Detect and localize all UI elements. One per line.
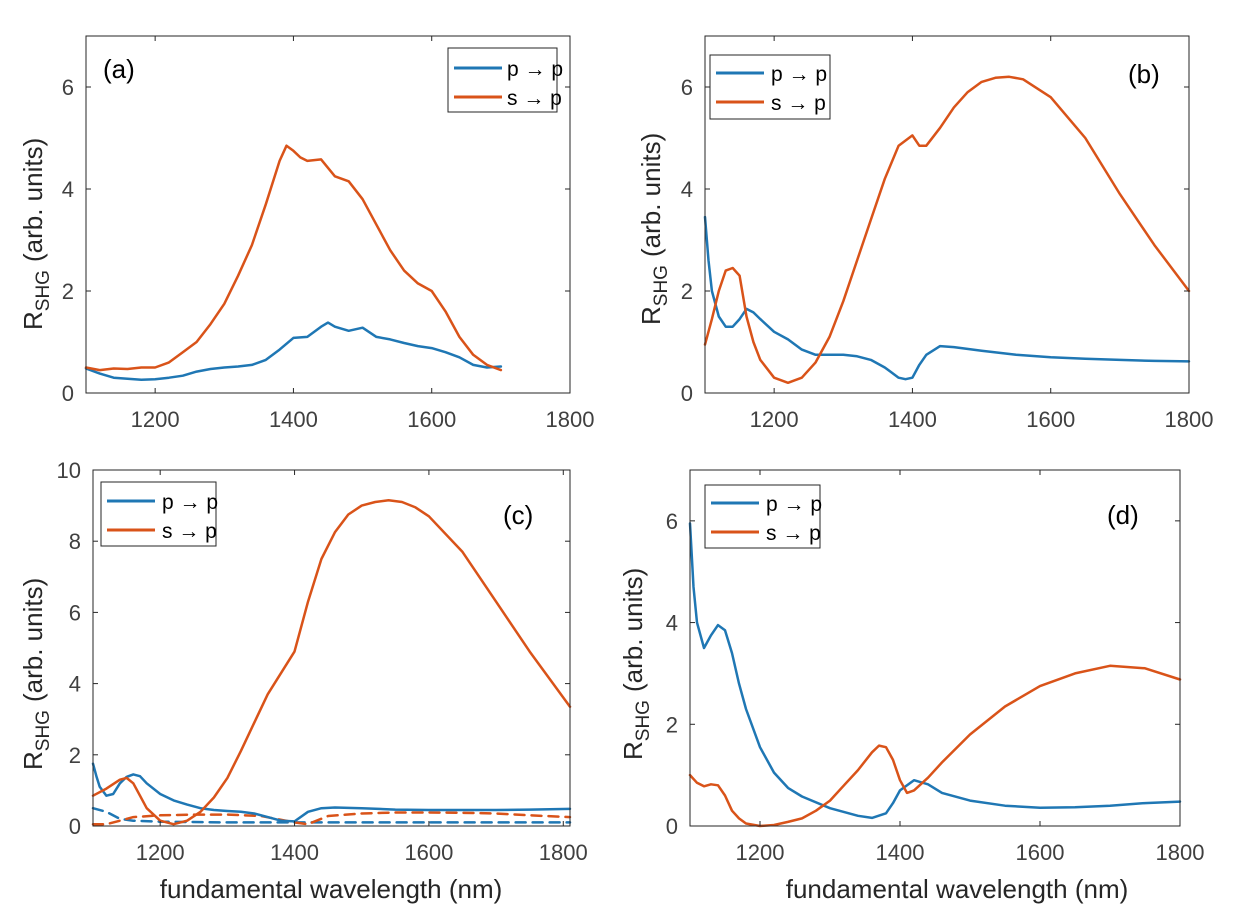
panel-d-series-pp-line	[688, 522, 1182, 820]
panel-b-ylabel-sub: SHG	[651, 265, 672, 306]
panel-b-ytick-label-2: 2	[681, 279, 693, 304]
panel-d-label: (d)	[1107, 500, 1139, 530]
panel-d-legend-box	[704, 484, 821, 549]
panel-a-legend: p → p s → p	[447, 47, 563, 113]
panel-c-xtick-label-1400: 1400	[270, 840, 319, 865]
panel-b-series-sp-line	[703, 75, 1191, 385]
panel-c-xtick-label-1600: 1600	[404, 840, 453, 865]
panel-c-ytick-label-6: 6	[69, 600, 81, 625]
panel-c-xlabel: fundamental wavelength (nm)	[160, 874, 503, 904]
panel-d-ytick-label-6: 6	[666, 509, 678, 534]
panel-c-label: (c)	[503, 500, 533, 530]
panel-a-axes-box	[85, 35, 571, 394]
panel-d-axes-box	[689, 469, 1181, 827]
panel-b-plot: 1200 1400 1600 1800 0 2 4 6	[681, 36, 1214, 432]
panel-a-ylabel-main: R	[18, 311, 48, 330]
panel-d-series-sp-line	[688, 664, 1182, 828]
panel-d-ylabel: RSHG (arb. units)	[618, 568, 654, 760]
panel-a-ylabel-sub: SHG	[33, 270, 54, 311]
panel-d-ytick-label-2: 2	[666, 712, 678, 737]
panel-d-xtick-label-1200: 1200	[736, 840, 785, 865]
panel-d-xtick-label-1600: 1600	[1016, 840, 1065, 865]
panel-c-axes-box	[92, 469, 571, 827]
panel-a-legend-sp-label: s → p	[507, 87, 562, 110]
panel-a-ylabel: RSHG (arb. units)	[18, 138, 54, 330]
panel-b-ytick-label-6: 6	[681, 75, 693, 100]
panel-b-xtick-label-1200: 1200	[750, 407, 799, 432]
panel-c-legend-box	[100, 481, 217, 547]
panel-a: 1200 1400 1600 1800 0 2 4 6 (a) p → p s → p RSH…	[18, 35, 595, 432]
panel-b-ytick-label-4: 4	[681, 177, 693, 202]
panel-a-ytick-label-0: 0	[62, 381, 74, 406]
panel-d-ylabel-main: R	[618, 741, 648, 760]
panel-b-xtick-label-1400: 1400	[888, 407, 937, 432]
panel-a-ytick-label-2: 2	[62, 279, 74, 304]
panel-d-xtick-label-1400: 1400	[876, 840, 925, 865]
panel-d-plot: 1200 1400 1600 1800 0 2 4 6	[666, 470, 1205, 865]
panel-c-series-sp-dashed-line	[91, 811, 572, 826]
panel-b-label: (b)	[1128, 59, 1160, 89]
panel-b-ylabel-main: R	[636, 306, 666, 325]
panel-d-xtick-label-1800: 1800	[1156, 840, 1205, 865]
panel-b-ylabel-units: (arb. units)	[636, 133, 666, 257]
panel-c-ytick-label-2: 2	[69, 743, 81, 768]
panel-d-ytick-label-4: 4	[666, 611, 678, 636]
panel-b-ylabel: RSHG (arb. units)	[636, 133, 672, 325]
panel-a-ytick-label-4: 4	[62, 177, 74, 202]
panel-c-ytick-label-10: 10	[57, 458, 81, 483]
panel-c-legend: p → p s → p	[100, 481, 218, 547]
panel-c-plot: 1200 1400 1600 1800 0 2 4 6 8 10	[57, 458, 588, 865]
panel-b-ytick-label-0: 0	[681, 381, 693, 406]
panel-c-series-sp-line	[91, 499, 572, 826]
panel-a-plot: 1200 1400 1600 1800 0 2 4 6	[62, 36, 595, 432]
panel-c-legend-sp-label: s → p	[162, 520, 217, 543]
panel-c-xtick-label-1800: 1800	[539, 840, 588, 865]
panel-c-legend-pp-label: p → p	[162, 491, 218, 514]
panel-b-legend-pp-label: p → p	[771, 63, 827, 86]
panel-a-xtick-label-1800: 1800	[546, 407, 595, 432]
panel-a-series-sp-line	[84, 144, 503, 372]
panel-a-xtick-label-1400: 1400	[269, 407, 318, 432]
panel-a-label: (a)	[103, 54, 135, 84]
panel-c-ytick-label-8: 8	[69, 529, 81, 554]
panel-a-ylabel-units: (arb. units)	[18, 138, 48, 262]
panel-d: 1200 1400 1600 1800 0 2 4 6 (d) p → p s → p RSH…	[618, 469, 1205, 904]
panel-a-legend-pp-label: p → p	[507, 58, 563, 81]
panel-d-ylabel-sub: SHG	[633, 700, 654, 741]
panel-b-legend-box	[709, 54, 831, 120]
panel-b-xtick-label-1600: 1600	[1026, 407, 1075, 432]
panel-b-legend: p → p s → p	[709, 54, 831, 120]
panel-c-series-pp-line	[91, 762, 572, 823]
panel-c-ytick-label-0: 0	[69, 814, 81, 839]
panel-c-ylabel: RSHG (arb. units)	[18, 578, 54, 770]
panel-d-ytick-label-0: 0	[666, 814, 678, 839]
panel-b-series-pp-line	[703, 215, 1191, 381]
panel-b-axes-box	[704, 35, 1190, 394]
panel-c-ylabel-main: R	[18, 751, 48, 770]
panel-c-series-pp-dashed-line	[91, 806, 572, 824]
panel-d-xlabel: fundamental wavelength (nm)	[786, 874, 1129, 904]
panel-b-legend-sp-label: s → p	[771, 92, 826, 115]
panel-b: 1200 1400 1600 1800 0 2 4 6 (b) p → p s → p RSH…	[636, 35, 1214, 432]
panel-d-legend-pp-label: p → p	[766, 493, 822, 516]
panel-a-xtick-label-1200: 1200	[131, 407, 180, 432]
panel-d-legend: p → p s → p	[704, 484, 822, 549]
panel-d-ylabel-units: (arb. units)	[618, 568, 648, 692]
panel-c-xtick-label-1200: 1200	[136, 840, 185, 865]
panel-a-xtick-label-1600: 1600	[407, 407, 456, 432]
panel-a-legend-box	[447, 47, 558, 113]
panel-a-ytick-label-6: 6	[62, 75, 74, 100]
panel-d-legend-sp-label: s → p	[766, 522, 821, 545]
panel-b-xtick-label-1800: 1800	[1165, 407, 1214, 432]
panel-c-ytick-label-4: 4	[69, 672, 81, 697]
panel-a-series-pp-line	[84, 321, 503, 381]
panel-c-ylabel-sub: SHG	[33, 710, 54, 751]
panel-c-ylabel-units: (arb. units)	[18, 578, 48, 702]
